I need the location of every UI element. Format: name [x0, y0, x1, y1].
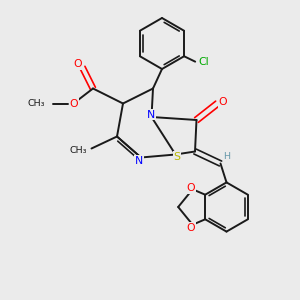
Text: S: S	[173, 152, 181, 162]
Text: O: O	[74, 59, 82, 69]
Text: O: O	[219, 97, 227, 107]
Text: CH₃: CH₃	[28, 99, 45, 108]
Text: H: H	[224, 152, 231, 161]
Text: Cl: Cl	[198, 57, 209, 67]
Text: O: O	[70, 99, 78, 109]
Text: CH₃: CH₃	[70, 146, 87, 155]
Text: O: O	[187, 223, 195, 233]
Text: N: N	[134, 156, 143, 166]
Text: N: N	[147, 110, 155, 120]
Text: O: O	[187, 183, 195, 193]
